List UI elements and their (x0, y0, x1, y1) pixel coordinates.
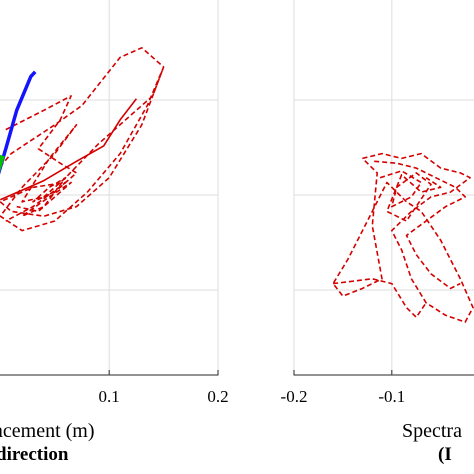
left-series-group (0, 46, 165, 232)
right-panel-subtitle: (I (438, 444, 452, 465)
x-tick-label-0: 0.1 (99, 387, 120, 406)
right-panel: -0.2 -0.1 Spectra (I (281, 0, 474, 465)
series-line-3 (333, 277, 427, 319)
left-x-ticks: 0.1 0.2 (99, 370, 229, 406)
left-panel: 0.1 0.2 acement (m) direction (0, 0, 229, 465)
x-tick-label-1: -0.1 (378, 387, 405, 406)
x-tick-label-1: 0.2 (207, 387, 228, 406)
right-x-axis-label: Spectra (402, 420, 462, 442)
series-line-1 (374, 160, 467, 290)
right-series-group (332, 152, 474, 323)
left-grid (0, 0, 219, 375)
right-x-ticks: -0.2 -0.1 (281, 370, 405, 406)
series-line-0 (332, 152, 474, 323)
left-panel-subtitle: direction (0, 444, 69, 465)
series-line-0 (0, 46, 165, 232)
series-line-4 (0, 154, 5, 172)
series-line-2 (379, 170, 442, 222)
series-line-1 (5, 95, 78, 217)
x-tick-label-0: -0.2 (281, 387, 308, 406)
series-line-2 (0, 98, 138, 201)
left-x-axis-label: acement (m) (0, 420, 95, 442)
